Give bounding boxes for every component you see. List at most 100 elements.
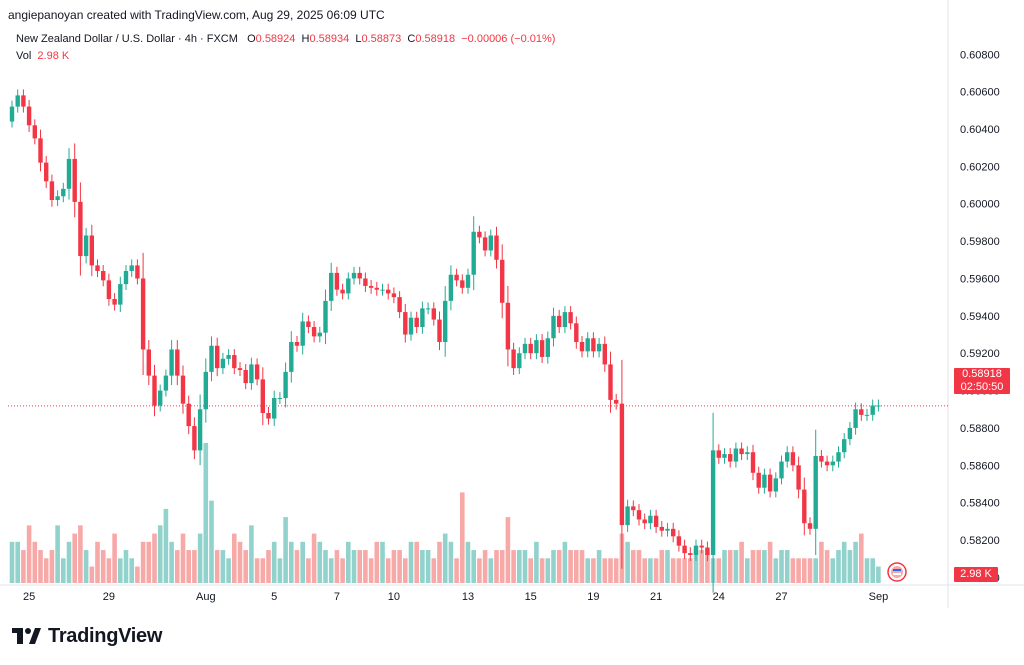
candle-body xyxy=(767,474,773,492)
volume-bar xyxy=(385,558,391,583)
volume-bar xyxy=(682,558,687,583)
volume-bar xyxy=(351,550,357,583)
volume-bar xyxy=(836,550,841,583)
volume-bar xyxy=(129,558,134,583)
candle-body xyxy=(260,379,265,413)
candle-body xyxy=(500,259,505,303)
candle-body xyxy=(38,138,43,163)
candle-body xyxy=(55,196,60,201)
volume-bar xyxy=(300,541,305,583)
volume-label: Vol xyxy=(16,50,32,62)
y-tick-label: 0.60600 xyxy=(960,87,1000,99)
volume-bar xyxy=(591,558,596,583)
high-label: H xyxy=(301,33,310,45)
candle-body xyxy=(494,235,499,260)
volume-bar xyxy=(574,550,579,583)
candle-body xyxy=(836,452,841,462)
candle-body xyxy=(289,341,294,372)
candle-body xyxy=(739,448,744,455)
volume-bar xyxy=(374,541,380,583)
candle-body xyxy=(340,289,345,294)
volume-bar xyxy=(448,541,454,583)
volume-bar xyxy=(403,558,408,583)
candle-body xyxy=(15,95,20,107)
volume-bar xyxy=(642,558,647,583)
candle-body xyxy=(72,158,77,202)
volume-bar xyxy=(431,558,437,583)
volume-bar xyxy=(95,541,100,583)
volume-bar xyxy=(152,533,157,583)
candle-body xyxy=(876,405,881,407)
volume-bar xyxy=(779,550,784,583)
volume-bar xyxy=(693,550,699,583)
y-tick-label: 0.58800 xyxy=(960,423,1000,435)
candle-body xyxy=(653,515,659,527)
volume-bar xyxy=(608,558,613,583)
candle-body xyxy=(192,426,197,451)
volume-bar xyxy=(100,550,106,583)
volume-bar xyxy=(175,550,180,583)
volume-bar xyxy=(727,550,733,583)
volume-bar xyxy=(61,558,66,583)
tradingview-brand[interactable]: TradingView xyxy=(12,625,162,648)
candle-body xyxy=(636,510,642,520)
candle-body xyxy=(243,370,248,384)
candle-body xyxy=(9,106,15,122)
volume-bar xyxy=(676,558,682,583)
candle-body xyxy=(197,409,203,451)
volume-bar xyxy=(135,566,140,583)
x-tick-label: 5 xyxy=(271,591,277,603)
candle-body xyxy=(61,188,66,197)
volume-bar xyxy=(659,550,665,583)
candle-body xyxy=(859,409,864,415)
candle-body xyxy=(95,265,100,272)
volume-bar xyxy=(756,550,761,583)
volume-bar xyxy=(733,550,739,583)
candle-body xyxy=(779,461,784,479)
economic-events-flag-icon[interactable] xyxy=(885,561,909,583)
candle-body xyxy=(460,280,465,288)
volume-bar xyxy=(112,533,117,583)
volume-bar xyxy=(876,566,881,583)
y-tick-label: 0.59400 xyxy=(960,311,1000,323)
candle-body xyxy=(579,341,585,352)
volume-bar xyxy=(323,550,328,583)
candle-body xyxy=(106,280,112,300)
x-tick-label: 29 xyxy=(103,591,115,603)
candle-body xyxy=(129,265,134,272)
volume-bar xyxy=(750,550,756,583)
volume-bar xyxy=(767,541,773,583)
candle-body xyxy=(397,297,402,313)
volume-bar xyxy=(522,550,528,583)
volume-bar xyxy=(368,558,374,583)
candle-body xyxy=(272,398,277,419)
candle-body xyxy=(534,340,539,354)
candle-body xyxy=(26,106,32,126)
candle-body xyxy=(83,235,89,257)
volume-legend: Vol 2.98 K xyxy=(16,50,69,62)
candle-body xyxy=(842,439,847,453)
volume-bar xyxy=(539,558,545,583)
candle-body xyxy=(186,403,191,427)
volume-bar xyxy=(294,550,300,583)
current-price: 0.58918 xyxy=(962,368,1002,380)
volume-bar xyxy=(477,558,482,583)
volume-bar xyxy=(716,558,722,583)
candle-body xyxy=(693,545,699,555)
candle-body xyxy=(568,312,573,324)
volume-bar xyxy=(146,541,152,583)
candle-body xyxy=(870,405,875,415)
volume-bar xyxy=(585,558,590,583)
volume-bar xyxy=(802,558,807,583)
candle-body xyxy=(277,398,283,400)
candle-body xyxy=(431,308,436,320)
volume-bar xyxy=(43,558,49,583)
volume-bar xyxy=(471,550,476,583)
volume-bar xyxy=(334,550,340,583)
volume-bar xyxy=(192,550,197,583)
candle-body xyxy=(545,338,550,357)
candle-body xyxy=(477,231,482,238)
high-value: 0.58934 xyxy=(309,33,350,45)
candle-body xyxy=(66,158,72,189)
